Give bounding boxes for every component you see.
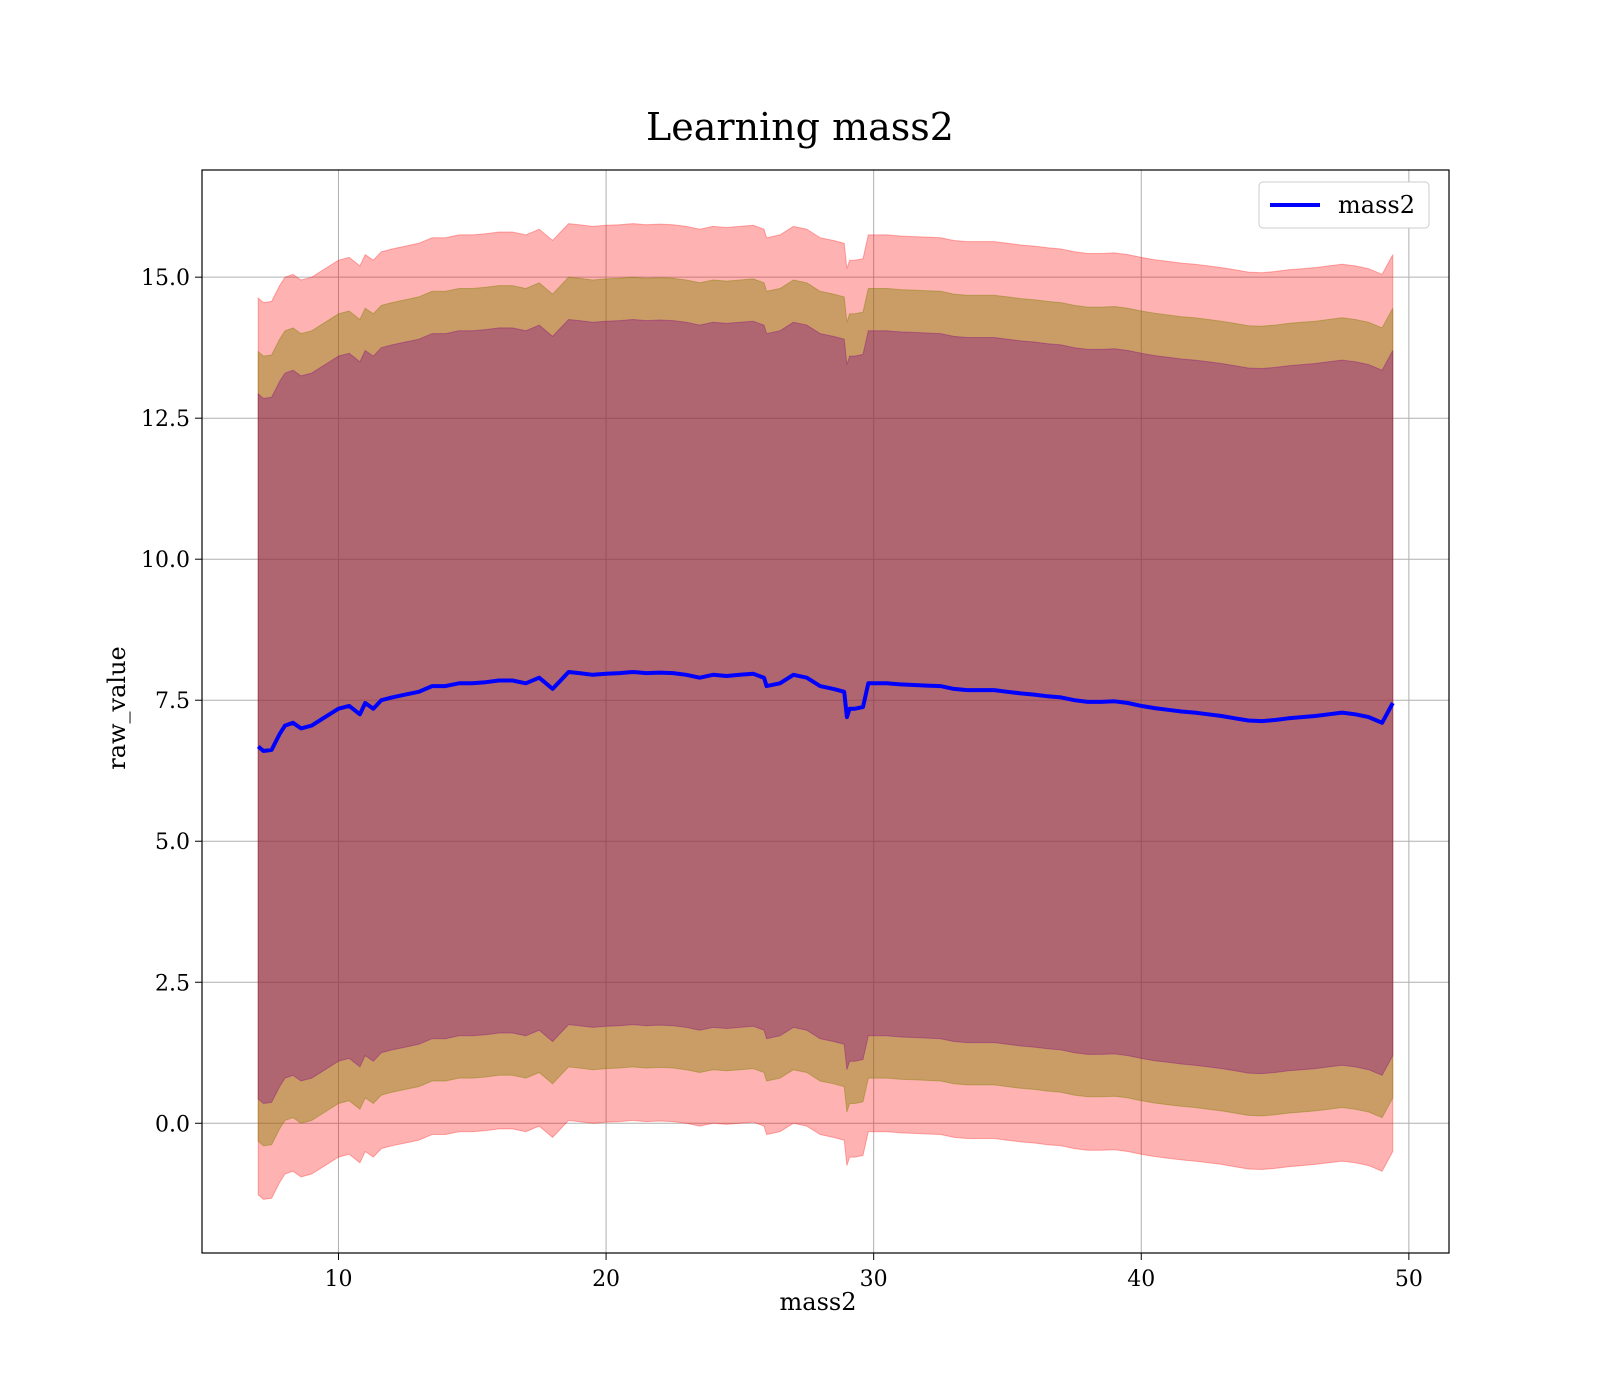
chart-title: Learning mass2: [646, 105, 954, 149]
y-tick-label: 0.0: [155, 1112, 190, 1137]
plot-frame: [201, 169, 1450, 1254]
x-tick-label: 30: [860, 1267, 888, 1292]
y-tick-label: 15.0: [141, 266, 190, 291]
legend: mass2: [1258, 181, 1430, 229]
series-line-mass2: [256, 670, 1395, 753]
y-tick-label: 12.5: [141, 407, 190, 432]
inner-uncertainty-band: [257, 276, 1394, 1147]
x-tick-label: 40: [1127, 1267, 1155, 1292]
legend-box: [1258, 181, 1430, 229]
y-tick-label: 7.5: [155, 689, 190, 714]
outer-uncertainty-band: [257, 223, 1394, 1200]
x-tick-label: 20: [592, 1267, 620, 1292]
x-tick-label: 50: [1395, 1267, 1423, 1292]
x-tick-label: 10: [324, 1267, 352, 1292]
y-axis-label: raw_value: [103, 646, 131, 770]
y-tick-label: 10.0: [141, 548, 190, 573]
y-tick-label: 5.0: [155, 830, 190, 855]
x-axis-label: mass2: [780, 1288, 857, 1316]
legend-label: mass2: [1338, 191, 1415, 219]
core-uncertainty-band: [257, 318, 1394, 1105]
y-tick-label: 2.5: [155, 971, 190, 996]
plot-area: 10 20 30 40 50 0.0 2.5 5.0 7.5 10.0 12.5 15.0: [141, 169, 1450, 1292]
